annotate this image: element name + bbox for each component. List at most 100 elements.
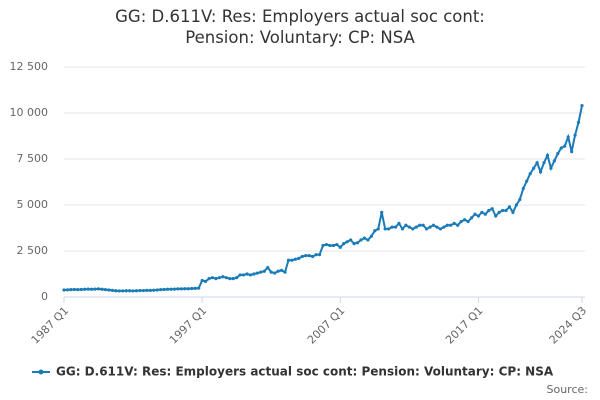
data-point: [100, 287, 104, 291]
data-point: [286, 258, 291, 262]
data-point: [535, 161, 539, 165]
data-point: [197, 286, 201, 290]
data-point: [383, 227, 387, 231]
data-point: [393, 225, 398, 229]
data-point: [241, 273, 246, 277]
data-point: [566, 135, 570, 139]
data-point: [186, 287, 190, 291]
data-point: [96, 287, 101, 291]
data-point: [159, 288, 163, 292]
data-point: [128, 289, 132, 293]
data-point: [369, 234, 373, 238]
data-point: [124, 289, 128, 293]
data-point: [203, 279, 208, 283]
data-point: [404, 223, 408, 227]
data-point: [421, 223, 425, 227]
data-point: [172, 287, 177, 291]
data-point: [138, 288, 142, 293]
data-point: [152, 288, 156, 292]
data-point: [266, 265, 270, 270]
data-point: [183, 287, 187, 291]
data-point: [345, 240, 349, 244]
data-point: [103, 288, 108, 292]
data-point: [497, 210, 501, 214]
data-point: [556, 151, 560, 156]
data-point: [338, 245, 342, 249]
data-point: [459, 219, 463, 224]
legend-label: GG: D.611V: Res: Employers actual soc co…: [56, 365, 554, 379]
data-point: [110, 288, 114, 292]
data-point: [62, 288, 66, 292]
data-point: [273, 271, 277, 275]
data-point: [293, 257, 297, 261]
data-point: [276, 269, 280, 273]
data-point: [400, 227, 405, 231]
y-tick-label: 5 000: [17, 198, 49, 211]
data-point: [476, 214, 480, 218]
data-point: [507, 205, 512, 209]
data-point: [456, 223, 460, 227]
data-point: [117, 289, 121, 293]
data-point: [221, 275, 225, 279]
data-point: [169, 287, 173, 291]
data-point: [162, 287, 166, 292]
data-point: [121, 289, 125, 293]
data-point: [207, 277, 211, 281]
data-point: [487, 208, 491, 213]
data-point: [235, 276, 239, 280]
data-point: [76, 288, 80, 292]
data-point: [483, 212, 487, 216]
data-point: [559, 146, 563, 150]
data-point: [134, 289, 139, 293]
data-point: [145, 288, 149, 292]
data-point: [200, 278, 204, 283]
data-point: [86, 287, 90, 291]
data-point: [431, 223, 436, 227]
data-point: [217, 276, 221, 280]
data-point: [473, 212, 477, 216]
data-point: [297, 256, 301, 260]
data-point: [380, 210, 384, 214]
data-point: [314, 253, 318, 257]
data-point: [231, 277, 235, 281]
data-point: [224, 276, 228, 280]
data-point: [83, 287, 87, 291]
source: Source:: [547, 383, 589, 396]
series-line: [63, 105, 583, 292]
data-point: [359, 238, 363, 242]
x-tick-label: 1997 Q1: [167, 304, 210, 347]
data-point: [179, 287, 184, 291]
data-point: [65, 288, 70, 292]
data-point: [414, 225, 418, 229]
data-point: [355, 241, 360, 245]
data-point: [193, 286, 197, 290]
y-tick-label: 12 500: [10, 60, 49, 73]
data-point: [407, 225, 411, 229]
data-point: [442, 225, 446, 229]
data-point: [176, 287, 180, 291]
data-point: [342, 242, 346, 246]
data-point: [290, 258, 294, 262]
data-point: [418, 223, 422, 227]
data-point: [511, 210, 515, 214]
chart-title: GG: D.611V: Res: Employers actual soc co…: [115, 7, 485, 47]
data-point: [366, 238, 370, 242]
data-point: [311, 254, 315, 259]
data-point: [248, 273, 253, 277]
data-point: [452, 221, 456, 225]
data-point: [373, 229, 377, 233]
data-point: [166, 287, 170, 291]
y-tick-label: 2 500: [17, 244, 49, 257]
data-point: [445, 223, 449, 227]
data-point: [93, 287, 97, 291]
y-tick-label: 10 000: [10, 106, 49, 119]
data-point: [532, 166, 536, 170]
data-point: [462, 218, 467, 222]
data-point: [114, 289, 118, 293]
data-point: [580, 104, 584, 108]
data-point: [449, 223, 453, 227]
data-point: [279, 268, 284, 272]
legend-marker: [38, 369, 44, 375]
data-point: [466, 219, 470, 224]
